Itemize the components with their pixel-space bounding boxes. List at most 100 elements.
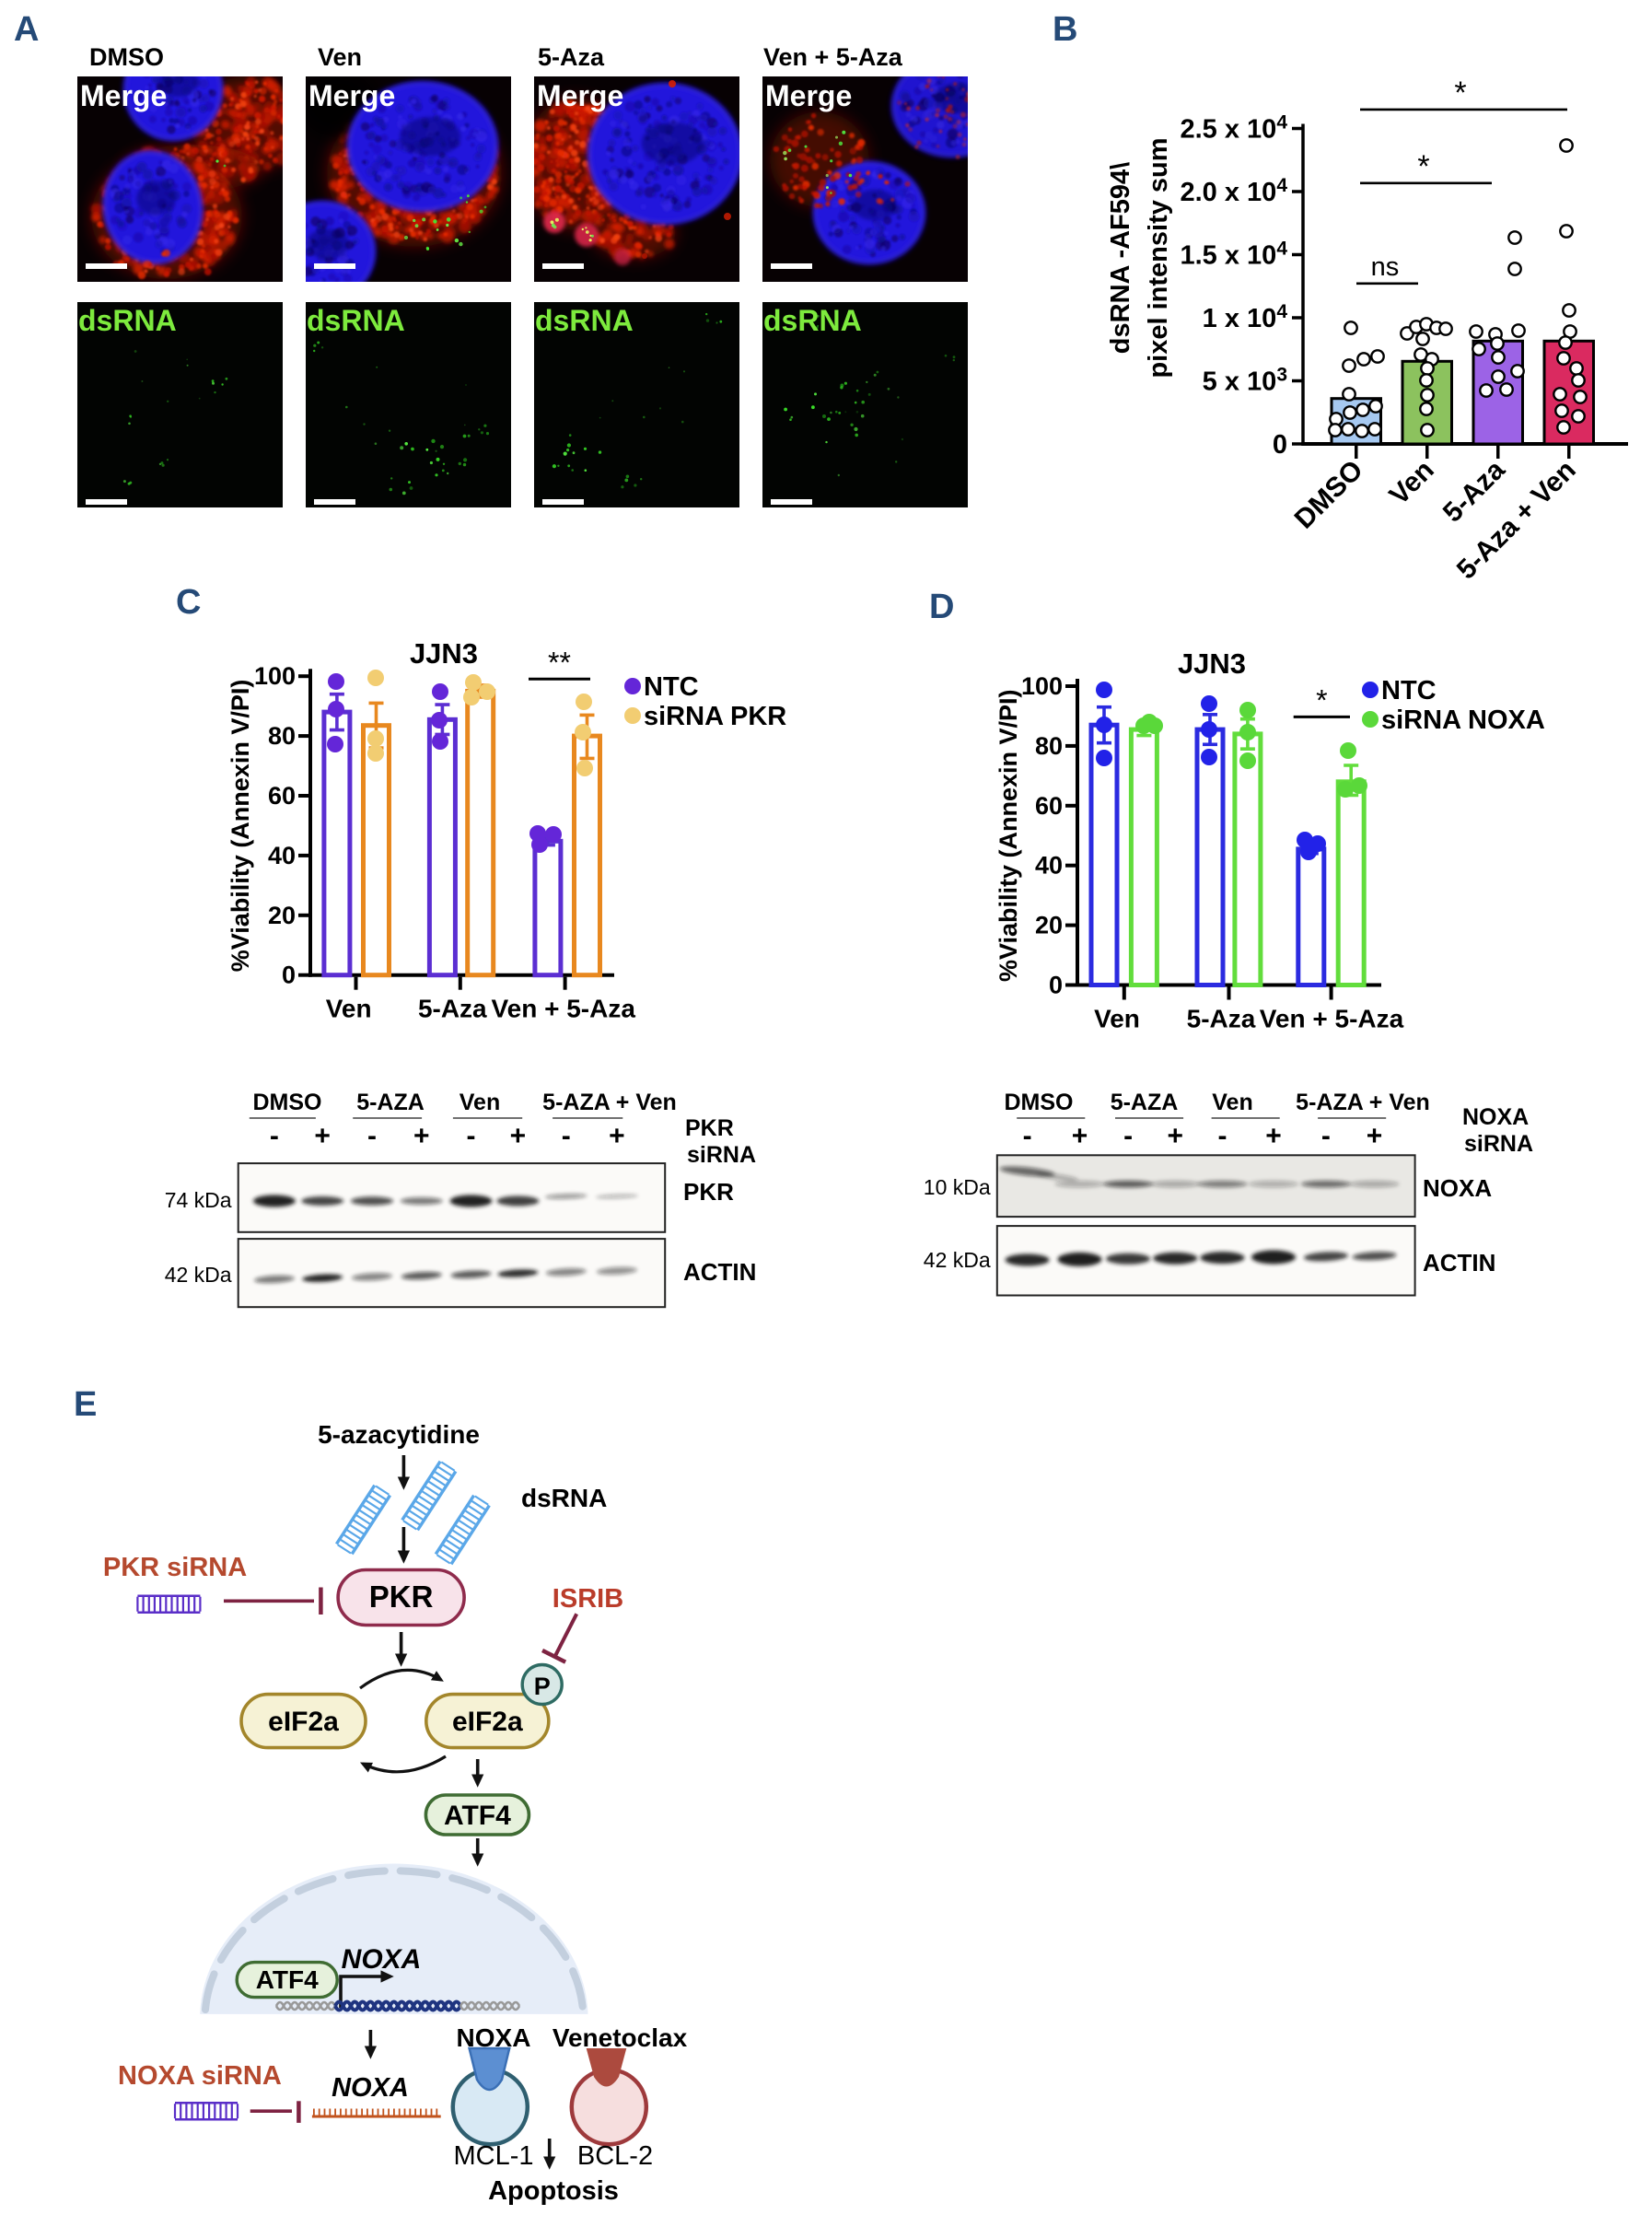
svg-text:C: C bbox=[176, 583, 201, 622]
svg-text:DMSO: DMSO bbox=[89, 43, 164, 71]
svg-text:42 kDa: 42 kDa bbox=[165, 1263, 232, 1287]
svg-text:*: * bbox=[1454, 76, 1466, 111]
svg-text:ns: ns bbox=[1371, 252, 1400, 282]
svg-text:20: 20 bbox=[1035, 912, 1063, 939]
svg-text:10 kDa: 10 kDa bbox=[924, 1175, 991, 1199]
svg-text:siRNA PKR: siRNA PKR bbox=[644, 702, 786, 731]
svg-text:100: 100 bbox=[254, 662, 296, 690]
svg-text:100: 100 bbox=[1021, 672, 1063, 700]
svg-text:5-AZA: 5-AZA bbox=[356, 1090, 425, 1115]
svg-text:Ven: Ven bbox=[326, 995, 372, 1023]
svg-text:Merge: Merge bbox=[537, 79, 623, 112]
svg-text:E: E bbox=[74, 1385, 97, 1424]
svg-text:NTC: NTC bbox=[644, 672, 699, 702]
svg-text:80: 80 bbox=[268, 722, 296, 750]
svg-text:1 x 104: 1 x 104 bbox=[1203, 301, 1288, 333]
svg-text:+: + bbox=[1265, 1121, 1282, 1151]
svg-text:Ven + 5-Aza: Ven + 5-Aza bbox=[763, 43, 903, 71]
svg-text:ISRIB: ISRIB bbox=[553, 1584, 623, 1614]
svg-text:JJN3: JJN3 bbox=[1178, 647, 1246, 680]
svg-text:80: 80 bbox=[1035, 732, 1063, 760]
svg-text:5-AZA + Ven: 5-AZA + Ven bbox=[1296, 1090, 1430, 1115]
svg-text:BCL-2: BCL-2 bbox=[577, 2141, 653, 2171]
svg-text:Merge: Merge bbox=[308, 79, 395, 112]
svg-text:5-Aza: 5-Aza bbox=[418, 995, 487, 1023]
svg-text:B: B bbox=[1053, 10, 1077, 49]
svg-text:5-Aza: 5-Aza bbox=[1187, 1005, 1256, 1033]
svg-text:+: + bbox=[1168, 1121, 1184, 1151]
svg-text:**: ** bbox=[548, 646, 571, 679]
svg-text:Ven: Ven bbox=[1094, 1005, 1140, 1033]
svg-text:Ven + 5-Aza: Ven + 5-Aza bbox=[1260, 1005, 1404, 1033]
svg-text:Ven + 5-Aza: Ven + 5-Aza bbox=[491, 995, 635, 1023]
svg-text:-: - bbox=[270, 1121, 279, 1151]
svg-text:dsRNA: dsRNA bbox=[307, 304, 405, 337]
svg-text:40: 40 bbox=[1035, 852, 1063, 880]
svg-text:2.5 x 104: 2.5 x 104 bbox=[1180, 112, 1287, 145]
svg-text:Apoptosis: Apoptosis bbox=[488, 2176, 619, 2206]
svg-text:Ven: Ven bbox=[318, 43, 362, 71]
svg-text:-: - bbox=[467, 1121, 476, 1151]
svg-text:5-AZA: 5-AZA bbox=[1111, 1090, 1179, 1115]
svg-text:NOXA: NOXA bbox=[342, 1944, 422, 1975]
svg-text:JJN3: JJN3 bbox=[410, 637, 478, 670]
svg-text:1.5 x 104: 1.5 x 104 bbox=[1180, 239, 1287, 271]
svg-text:pixel intensity sum: pixel intensity sum bbox=[1144, 137, 1173, 378]
svg-text:40: 40 bbox=[268, 842, 296, 869]
svg-text:20: 20 bbox=[268, 902, 296, 929]
svg-text:NTC: NTC bbox=[1381, 676, 1437, 705]
svg-text:ATF4: ATF4 bbox=[444, 1801, 511, 1831]
svg-text:Merge: Merge bbox=[80, 79, 167, 112]
svg-text:60: 60 bbox=[268, 782, 296, 810]
svg-text:P: P bbox=[534, 1673, 551, 1700]
svg-text:0: 0 bbox=[1049, 972, 1063, 999]
svg-text:PKR: PKR bbox=[369, 1580, 434, 1614]
svg-text:NOXA: NOXA bbox=[1462, 1104, 1529, 1130]
svg-text:ACTIN: ACTIN bbox=[1423, 1249, 1495, 1277]
svg-text:dsRNA: dsRNA bbox=[78, 304, 177, 337]
svg-text:NOXA: NOXA bbox=[457, 2023, 531, 2052]
svg-text:Venetoclax: Venetoclax bbox=[553, 2023, 688, 2052]
svg-text:NOXA: NOXA bbox=[1423, 1174, 1492, 1202]
svg-text:+: + bbox=[314, 1121, 331, 1151]
svg-text:42 kDa: 42 kDa bbox=[924, 1248, 991, 1272]
svg-text:2.0 x 104: 2.0 x 104 bbox=[1180, 175, 1287, 207]
svg-text:+: + bbox=[510, 1121, 527, 1151]
svg-text:NOXA siRNA: NOXA siRNA bbox=[118, 2061, 282, 2091]
svg-text:-: - bbox=[367, 1121, 377, 1151]
svg-text:0: 0 bbox=[1273, 430, 1287, 460]
svg-text:5-azacytidine: 5-azacytidine bbox=[318, 1420, 480, 1449]
svg-text:dsRNA: dsRNA bbox=[535, 304, 634, 337]
svg-text:+: + bbox=[1072, 1121, 1088, 1151]
svg-text:DMSO: DMSO bbox=[253, 1090, 322, 1115]
svg-text:-: - bbox=[1218, 1121, 1227, 1151]
svg-text:eIF2a: eIF2a bbox=[268, 1707, 339, 1737]
svg-text:MCL-1: MCL-1 bbox=[453, 2141, 533, 2171]
svg-text:A: A bbox=[14, 10, 39, 49]
svg-text:siRNA NOXA: siRNA NOXA bbox=[1381, 705, 1545, 735]
svg-text:5-AZA + Ven: 5-AZA + Ven bbox=[542, 1090, 677, 1115]
svg-text:siRNA: siRNA bbox=[1464, 1131, 1533, 1157]
svg-text:-: - bbox=[1123, 1121, 1133, 1151]
svg-text:NOXA: NOXA bbox=[332, 2073, 409, 2103]
svg-text:%Viability (Annexin V/PI): %Viability (Annexin V/PI) bbox=[995, 689, 1022, 982]
svg-text:Ven: Ven bbox=[1212, 1090, 1252, 1115]
svg-text:+: + bbox=[1367, 1121, 1383, 1151]
svg-text:+: + bbox=[609, 1121, 625, 1151]
svg-text:60: 60 bbox=[1035, 792, 1063, 820]
svg-text:siRNA: siRNA bbox=[687, 1142, 756, 1168]
svg-text:Ven: Ven bbox=[460, 1090, 500, 1115]
svg-text:-: - bbox=[1023, 1121, 1032, 1151]
svg-text:dsRNA: dsRNA bbox=[521, 1484, 607, 1512]
svg-text:+: + bbox=[413, 1121, 430, 1151]
svg-text:*: * bbox=[1316, 683, 1327, 717]
svg-text:-: - bbox=[562, 1121, 571, 1151]
svg-text:5 x 103: 5 x 103 bbox=[1203, 365, 1287, 397]
svg-text:%Viability (Annexin V/PI): %Viability (Annexin V/PI) bbox=[227, 680, 254, 973]
svg-text:PKR: PKR bbox=[683, 1178, 734, 1206]
svg-text:74 kDa: 74 kDa bbox=[165, 1188, 232, 1212]
svg-text:PKR: PKR bbox=[685, 1115, 734, 1141]
svg-text:*: * bbox=[1417, 149, 1429, 184]
svg-text:eIF2a: eIF2a bbox=[452, 1707, 523, 1737]
svg-text:DMSO: DMSO bbox=[1005, 1090, 1074, 1115]
